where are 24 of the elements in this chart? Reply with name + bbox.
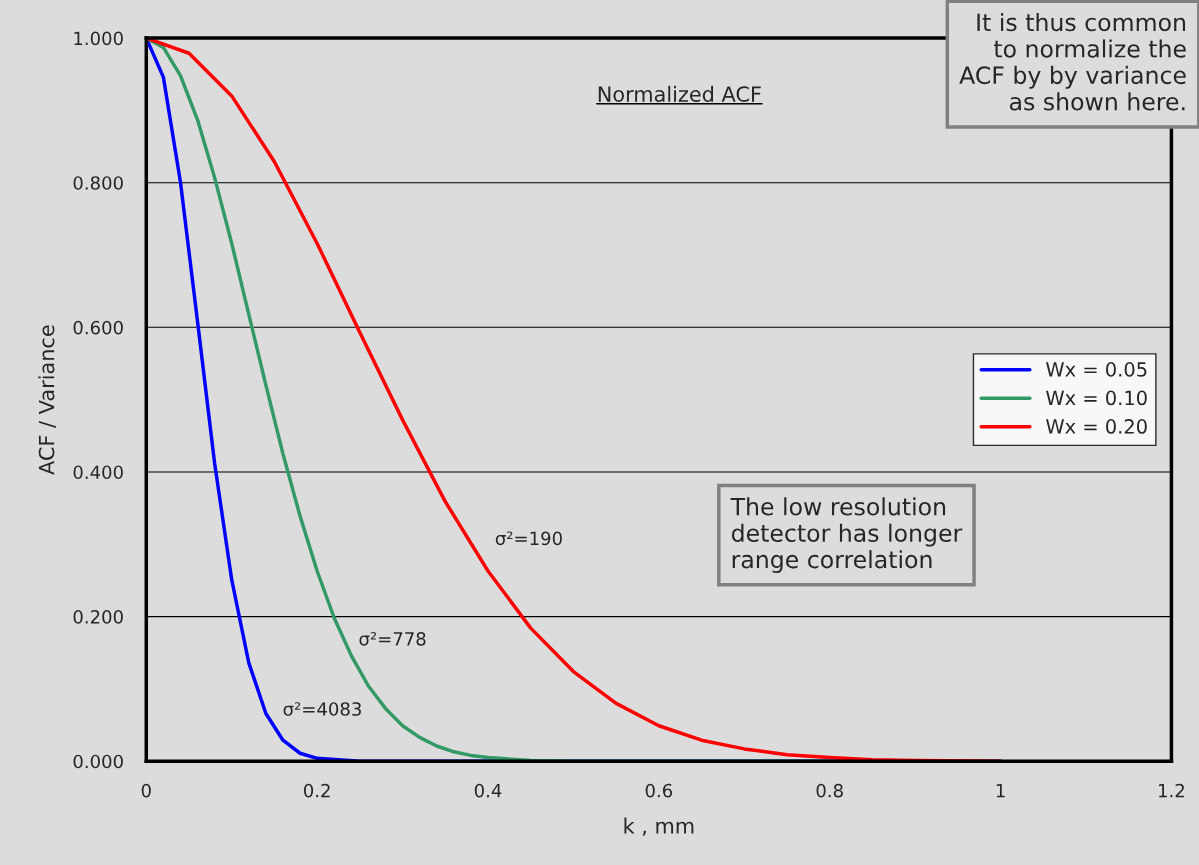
y-tick-label: 0.400	[73, 465, 123, 480]
y-tick-label: 0.600	[73, 320, 123, 335]
x-tick-label: 0.8	[816, 783, 843, 798]
annotation: It is thus common to normalize the ACF by by variance as shown here.	[959, 12, 1186, 111]
y-tick-label: 0.800	[73, 176, 123, 190]
x-tick-label: 1	[996, 783, 1005, 798]
annotation: σ²=4083	[283, 702, 361, 716]
y-axis-title: ACF / Variance	[38, 325, 57, 475]
y-tick-label: 0.200	[73, 610, 123, 624]
x-tick-label: 0.6	[645, 783, 673, 798]
y-tick-label: 0.000	[73, 754, 123, 769]
legend-label: Wx = 0.20	[1046, 419, 1147, 434]
x-tick-label: 0.2	[303, 783, 330, 798]
x-tick-label: 0.4	[474, 783, 502, 798]
annotation: Normalized ACF	[598, 85, 761, 102]
legend-label: Wx = 0.10	[1046, 390, 1147, 406]
x-tick-label: 1.2	[1159, 783, 1184, 798]
x-tick-label: 0	[141, 783, 151, 798]
annotation: σ²=778	[359, 632, 426, 646]
annotation: The low resolution detector has longer range correlation	[730, 497, 963, 573]
legend-label: Wx = 0.05	[1046, 362, 1147, 377]
x-axis-title: k , mm	[624, 817, 694, 836]
annotation: σ²=190	[495, 531, 562, 546]
y-tick-label: 1.000	[74, 31, 123, 46]
